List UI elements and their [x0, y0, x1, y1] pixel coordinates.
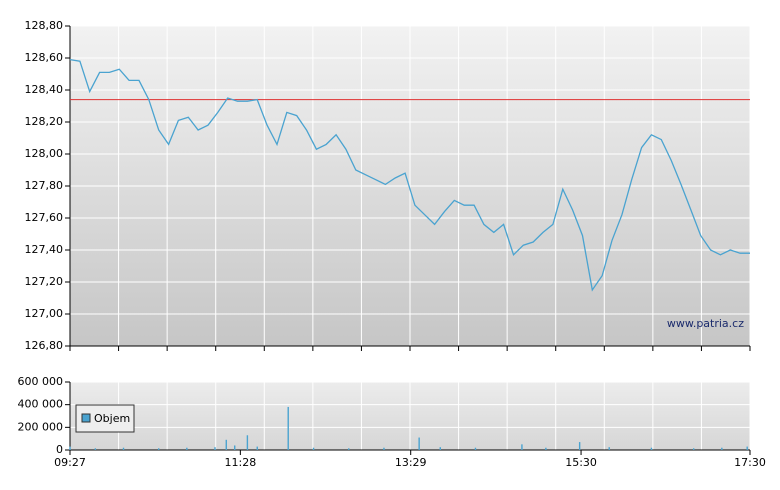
volume-bar	[234, 445, 236, 450]
y-tick-label: 128,80	[25, 19, 64, 32]
y-tick-label: 200 000	[18, 420, 64, 433]
volume-bar	[225, 439, 227, 450]
volume-bar	[312, 447, 315, 450]
volume-bar	[383, 447, 385, 450]
y-tick-label: 128,40	[25, 83, 64, 96]
volume-bar	[521, 444, 523, 450]
y-tick-label: 127,80	[25, 179, 64, 192]
volume-bar	[439, 447, 441, 450]
legend-swatch	[81, 413, 91, 423]
volume-bar	[692, 448, 695, 450]
y-tick-label: 128,00	[25, 147, 64, 160]
volume-bar	[186, 447, 188, 450]
y-tick-label: 126,80	[25, 339, 64, 352]
volume-bar	[94, 448, 97, 450]
watermark: www.patria.cz	[667, 317, 744, 330]
volume-bar	[214, 447, 216, 450]
volume-bar	[721, 447, 723, 450]
volume-bar	[474, 447, 477, 450]
volume-bar	[348, 448, 350, 450]
x-tick-label: 17:30	[734, 456, 766, 469]
y-tick-label: 127,20	[25, 275, 64, 288]
y-tick-label: 400 000	[18, 398, 64, 411]
volume-bar	[650, 447, 653, 450]
y-tick-label: 127,40	[25, 243, 64, 256]
x-tick-label: 09:27	[54, 456, 86, 469]
volume-bar	[256, 446, 258, 450]
volume-bar	[122, 447, 125, 450]
chart-layer: 126,80 127,00 127,20 127,40 127,60 127,80 128,…	[18, 19, 766, 469]
volume-bar	[746, 446, 748, 450]
x-tick-label: 11:28	[225, 456, 257, 469]
volume-bar	[578, 442, 581, 450]
y-tick-label: 600 000	[18, 375, 64, 388]
price-line	[69, 58, 750, 292]
x-tick-label: 13:29	[395, 456, 427, 469]
y-tick-label: 0	[56, 443, 63, 456]
y-tick-label: 128,20	[25, 115, 64, 128]
y-tick-label: 127,60	[25, 211, 64, 224]
volume-bar	[608, 447, 610, 450]
volume-bar	[545, 447, 547, 450]
volume-bar	[418, 437, 420, 450]
y-tick-label: 127,00	[25, 307, 64, 320]
x-tick-label: 15:30	[565, 456, 597, 469]
volume-bar	[157, 448, 160, 450]
volume-bar	[246, 435, 249, 450]
y-tick-label: 128,60	[25, 51, 64, 64]
legend-label: Objem	[94, 412, 130, 425]
volume-bar	[69, 446, 71, 450]
volume-bar	[287, 406, 289, 450]
